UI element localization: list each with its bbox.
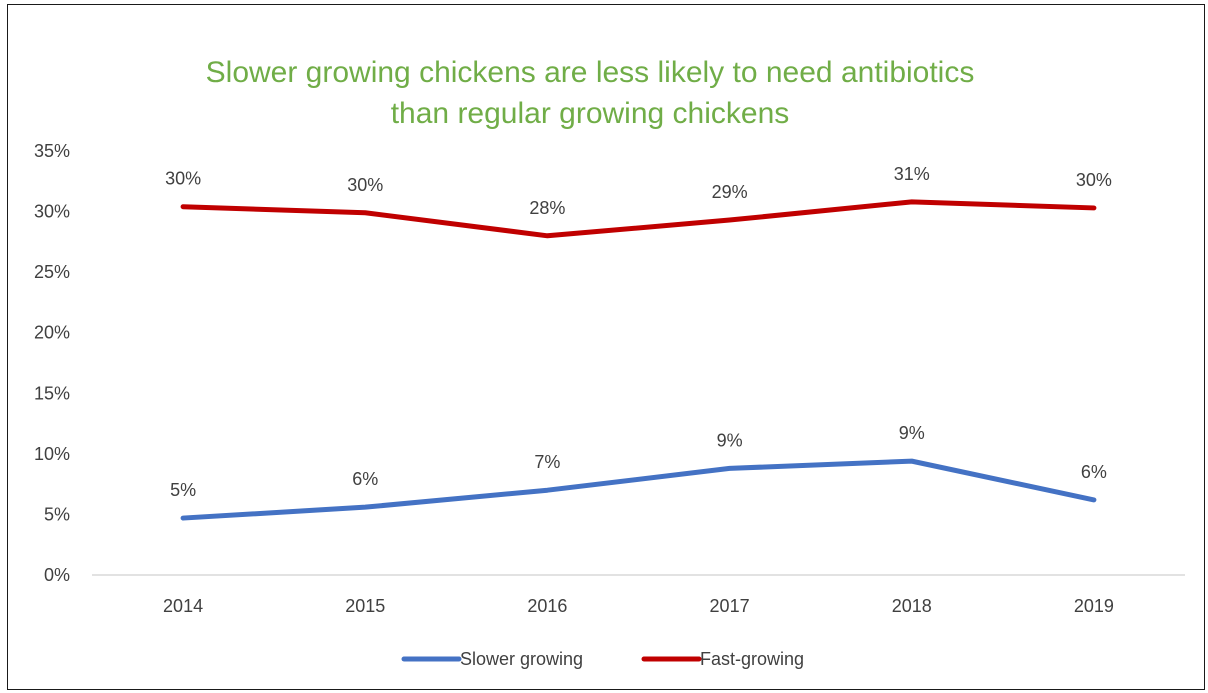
data-label: 5% xyxy=(170,480,196,500)
x-tick-label: 2014 xyxy=(163,596,203,616)
y-tick-label: 35% xyxy=(34,141,70,161)
legend: Slower growing Fast-growing xyxy=(401,649,804,669)
chart-title: Slower growing chickens are less likely … xyxy=(206,56,975,130)
chart-title-line-2: than regular growing chickens xyxy=(391,97,790,130)
x-tick-label: 2019 xyxy=(1074,596,1114,616)
y-tick-label: 25% xyxy=(34,262,70,282)
y-tick-label: 20% xyxy=(34,323,70,343)
data-label: 30% xyxy=(347,175,383,195)
legend-label-slower-growing: Slower growing xyxy=(460,649,583,669)
y-tick-label: 5% xyxy=(44,504,70,524)
y-tick-label: 10% xyxy=(34,444,70,464)
y-tick-label: 30% xyxy=(34,202,70,222)
data-label: 6% xyxy=(1081,462,1107,482)
data-label-layer: 5% 6% 7% 9% 9% 6% 30% 30% 28% 29% 31% 30% xyxy=(165,164,1112,500)
x-tick-label: 2017 xyxy=(710,596,750,616)
x-tick-label: 2015 xyxy=(345,596,385,616)
data-label: 29% xyxy=(712,182,748,202)
legend-label-fast-growing: Fast-growing xyxy=(700,649,804,669)
data-label: 6% xyxy=(352,469,378,489)
x-axis: 2014 2015 2016 2017 2018 2019 xyxy=(92,574,1185,616)
series-line-fast-growing xyxy=(180,199,1097,239)
chart-title-line-1: Slower growing chickens are less likely … xyxy=(206,56,975,89)
y-tick-label: 0% xyxy=(44,565,70,585)
data-label: 31% xyxy=(894,164,930,184)
data-label: 30% xyxy=(1076,170,1112,190)
data-label: 7% xyxy=(534,452,560,472)
data-label: 9% xyxy=(899,423,925,443)
x-tick-label: 2018 xyxy=(892,596,932,616)
series-line-slower-growing xyxy=(180,458,1097,521)
data-label: 28% xyxy=(529,198,565,218)
y-axis: 0% 5% 10% 15% 20% 25% 30% 35% xyxy=(34,141,70,585)
series-layer xyxy=(180,199,1097,521)
data-label: 30% xyxy=(165,169,201,189)
x-tick-label: 2016 xyxy=(527,596,567,616)
y-tick-label: 15% xyxy=(34,383,70,403)
data-label: 9% xyxy=(717,430,743,450)
